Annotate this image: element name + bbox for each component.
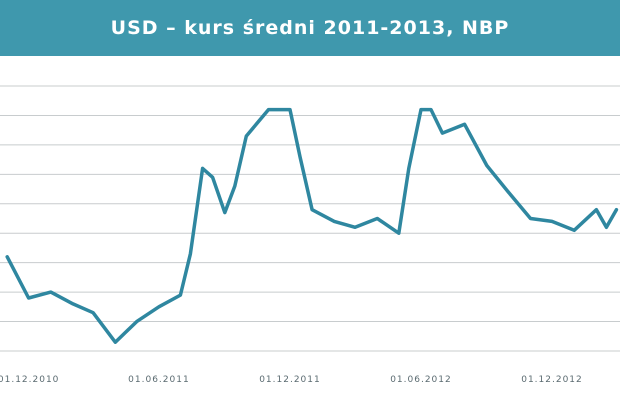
x-tick-label: 01.06.2012: [390, 375, 452, 385]
line-chart: 01.12.2010 01.06.2011 01.12.2011 01.06.2012…: [0, 85, 620, 385]
x-tick-label: 01.06.2011: [128, 375, 190, 385]
x-tick-label: 01.12.2011: [259, 375, 321, 385]
chart-title-bar: USD – kurs średni 2011-2013, NBP: [0, 0, 620, 56]
series-line: [5, 107, 619, 344]
x-tick-label: 01.12.2010: [0, 375, 59, 385]
x-tick-label: 01.12.2012: [521, 375, 583, 385]
chart-title: USD – kurs średni 2011-2013, NBP: [110, 17, 510, 39]
